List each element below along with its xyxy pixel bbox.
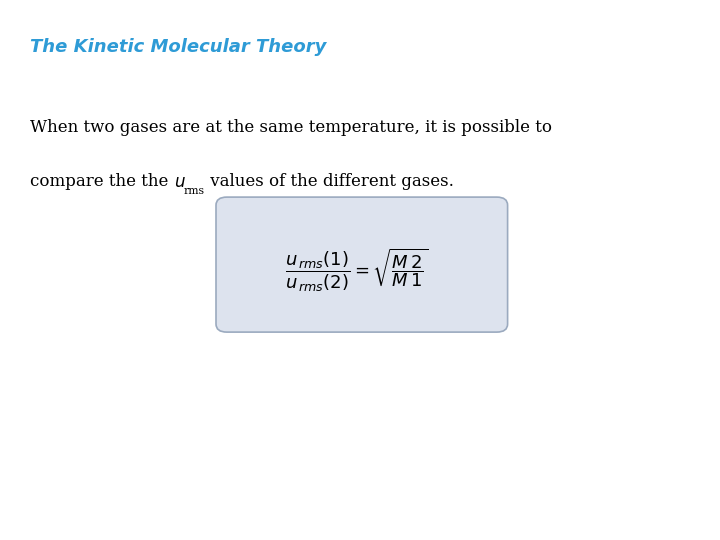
Text: values of the different gases.: values of the different gases. [205, 173, 454, 190]
FancyBboxPatch shape [216, 197, 508, 332]
Text: When two gases are at the same temperature, it is possible to: When two gases are at the same temperatu… [30, 119, 552, 136]
Text: The Kinetic Molecular Theory: The Kinetic Molecular Theory [30, 38, 327, 56]
Text: $u$: $u$ [174, 173, 186, 191]
Text: rms: rms [184, 186, 205, 197]
Text: compare the the: compare the the [30, 173, 174, 190]
Text: $\dfrac{u_{\,rms}(1)}{u_{\,rms}(2)} = \sqrt{\dfrac{M\,2}{M\,1}}$: $\dfrac{u_{\,rms}(1)}{u_{\,rms}(2)} = \s… [284, 246, 428, 294]
